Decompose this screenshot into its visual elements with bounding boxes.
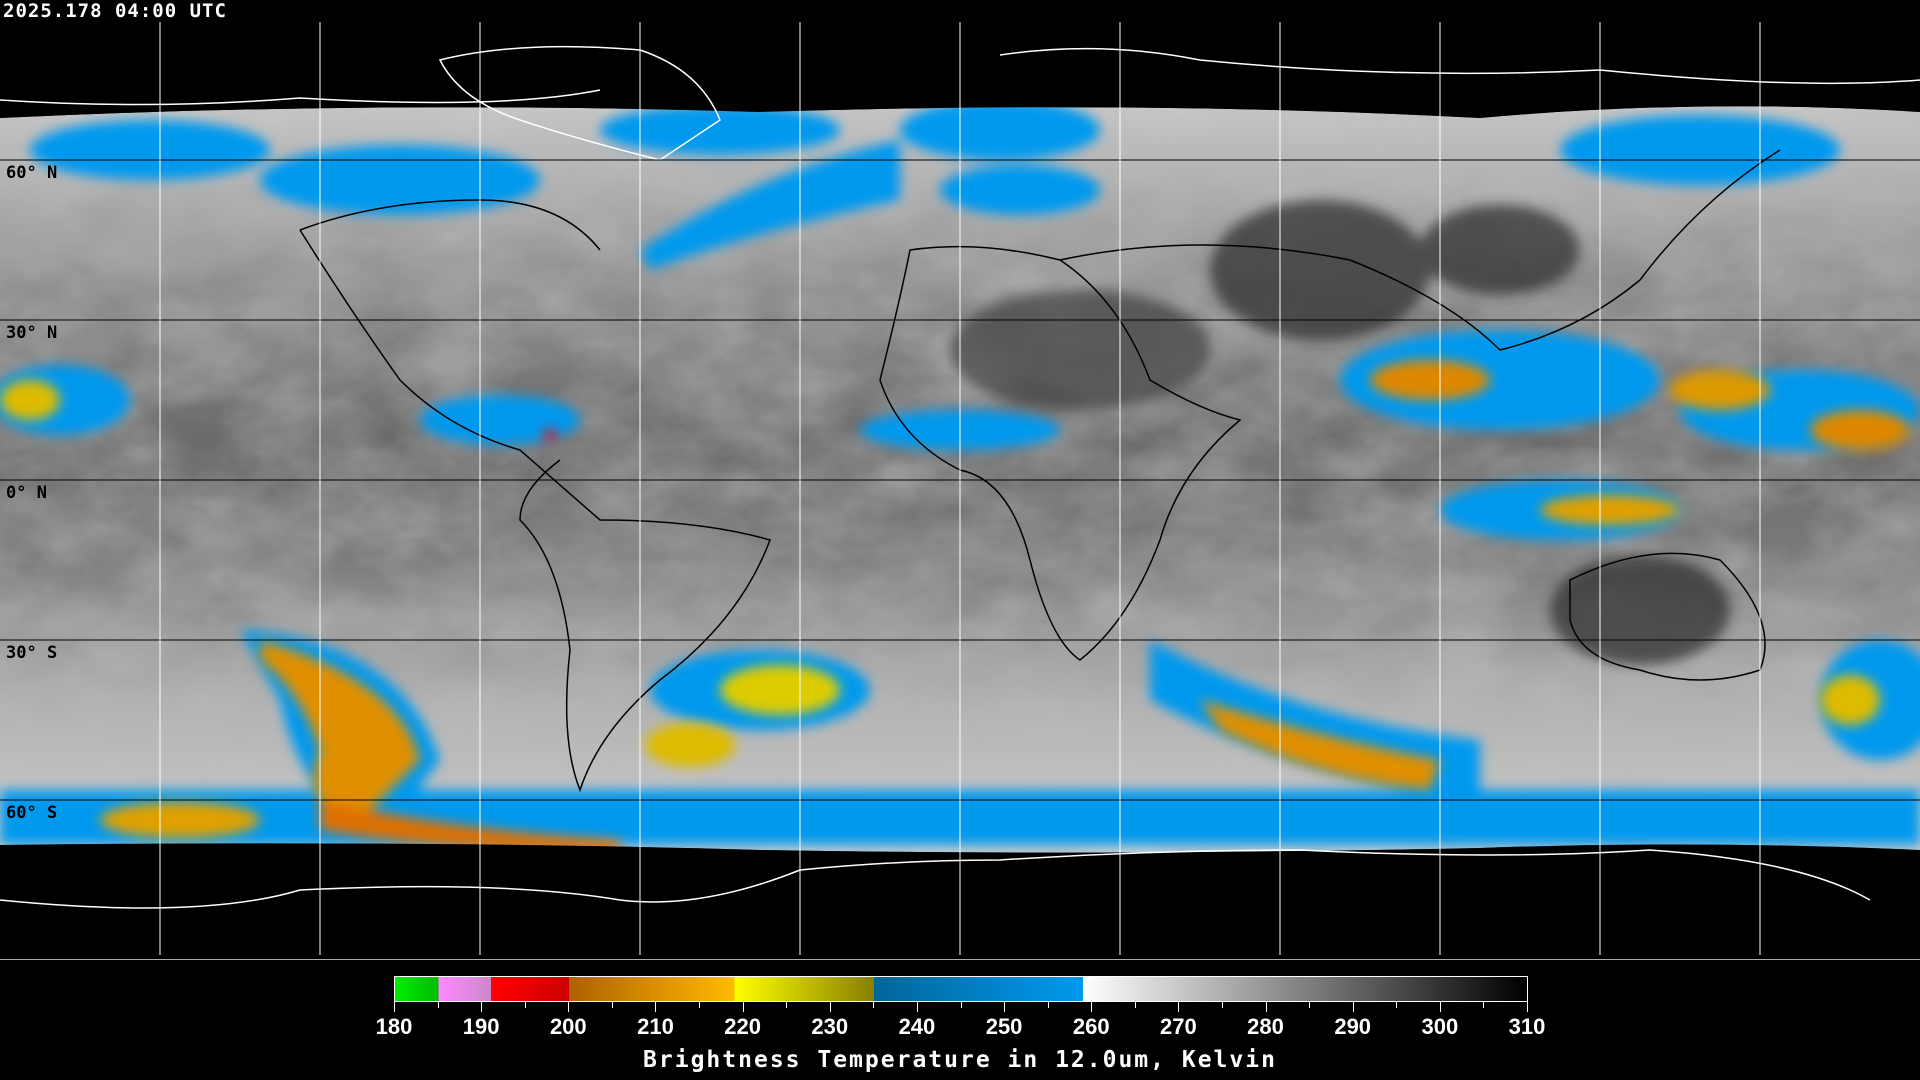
colorbar-tick — [1047, 1002, 1049, 1008]
lat-label-30n: 30° N — [6, 323, 58, 343]
colorbar-tick — [1352, 1002, 1354, 1012]
colorbar-tick-label: 240 — [898, 1014, 936, 1039]
colorbar-tick — [1134, 1002, 1136, 1008]
lat-label-60n: 60° N — [6, 163, 58, 183]
lat-label-30s: 30° S — [6, 643, 58, 663]
colorbar-tick — [394, 1002, 395, 1012]
colorbar-tick — [873, 1002, 875, 1008]
colorbar-tick-label: 200 — [549, 1014, 587, 1039]
colorbar-tick-label: 220 — [724, 1014, 761, 1039]
colorbar-tick — [1309, 1002, 1311, 1008]
colorbar-tick-label: 180 — [375, 1014, 413, 1039]
colorbar-tick — [524, 1002, 526, 1008]
colorbar-tick — [1439, 1002, 1441, 1012]
colorbar — [394, 976, 1528, 1002]
colorbar-tick — [1527, 1002, 1528, 1012]
graticule — [0, 22, 1920, 955]
colorbar-tick — [481, 1002, 483, 1012]
colorbar-tick-label: 270 — [1160, 1014, 1197, 1039]
colorbar-tick-label: 280 — [1247, 1014, 1284, 1039]
colorbar-tick — [786, 1002, 788, 1008]
lat-label-60s: 60° S — [6, 803, 58, 823]
colorbar-tick-label: 250 — [985, 1014, 1023, 1039]
colorbar-title: Brightness Temperature in 12.0um, Kelvin — [643, 1047, 1277, 1073]
colorbar-tick — [1483, 1002, 1485, 1008]
colorbar-tick — [655, 1002, 657, 1012]
colorbar-tick — [611, 1002, 613, 1008]
colorbar-tick — [1396, 1002, 1398, 1008]
colorbar-tick — [960, 1002, 962, 1008]
colorbar-tick-label: 230 — [811, 1014, 849, 1039]
coastlines — [0, 45, 1920, 909]
outside-coverage-mask — [0, 0, 1920, 958]
colorbar-tick — [568, 1002, 570, 1012]
colorbar-tick-label: 260 — [1072, 1014, 1110, 1039]
colorbar-tick — [437, 1002, 439, 1008]
colorbar-tick — [1265, 1002, 1267, 1012]
colorbar-tick-label: 310 — [1508, 1014, 1546, 1039]
colorbar-tick-label: 290 — [1334, 1014, 1372, 1039]
colorbar-tick — [699, 1002, 701, 1008]
colorbar-tick — [742, 1002, 744, 1012]
colorbar-tick-label: 300 — [1421, 1014, 1459, 1039]
colorbar-tick — [1091, 1002, 1093, 1012]
timestamp: 2025.178 04:00 UTC — [3, 0, 227, 22]
colorbar-tick — [1004, 1002, 1006, 1012]
satellite-map — [0, 0, 1920, 958]
very-cold-cloud-tops — [0, 360, 1910, 852]
colorbar-tick-label: 210 — [637, 1014, 674, 1039]
colorbar-tick — [916, 1002, 918, 1012]
colorbar-tick — [1178, 1002, 1180, 1012]
colorbar-tick-label: 190 — [462, 1014, 500, 1039]
divider — [0, 959, 1920, 960]
colorbar-tick — [829, 1002, 831, 1012]
lat-label-0n: 0° N — [6, 483, 47, 503]
colorbar-tick — [1221, 1002, 1223, 1008]
